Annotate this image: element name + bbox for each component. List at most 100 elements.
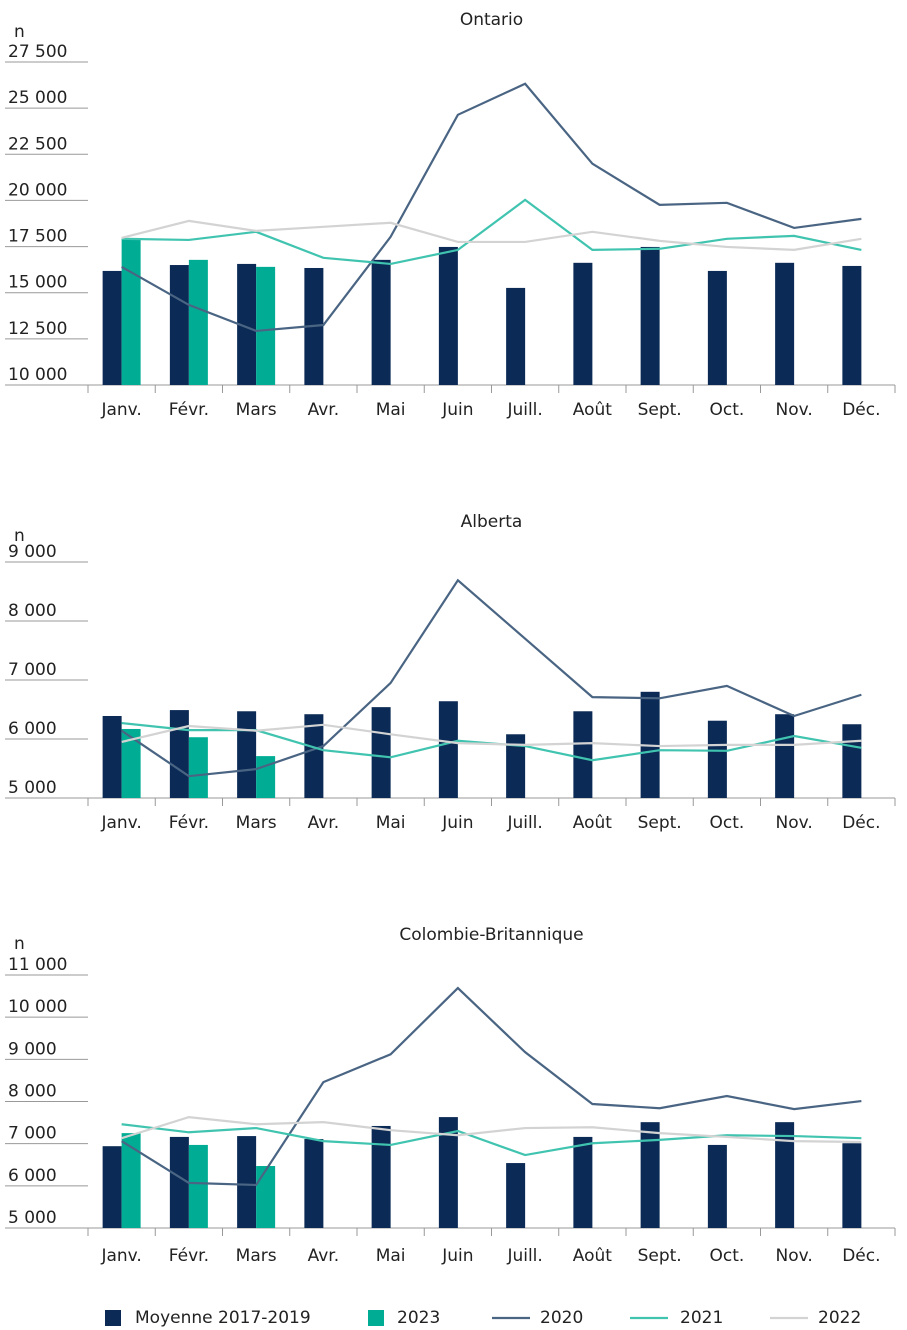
bar	[842, 724, 862, 798]
line-series	[121, 986, 862, 1187]
bar	[438, 246, 458, 385]
bar	[256, 1166, 276, 1228]
y-tick-label: 6 000	[8, 719, 57, 739]
y-tick-label: 9 000	[8, 1039, 57, 1059]
line-series	[121, 198, 862, 266]
y-axis-label: n	[14, 22, 25, 42]
y-axis-label: n	[14, 526, 25, 546]
bar	[438, 1117, 458, 1228]
x-tick-label: Sept.	[638, 400, 682, 420]
x-tick-label: Sept.	[638, 1246, 682, 1266]
x-tick-label: Août	[573, 400, 613, 420]
bar	[640, 246, 660, 385]
x-tick-label: Mars	[236, 1246, 277, 1266]
bar	[256, 756, 276, 798]
bar	[573, 262, 593, 385]
y-tick-label: 8 000	[8, 1082, 57, 1102]
x-tick-label: Mai	[376, 1246, 406, 1266]
x-tick-label: Janv.	[100, 400, 141, 420]
legend-label: 2021	[680, 1308, 723, 1328]
x-tick-label: Juill.	[506, 400, 542, 420]
bar	[640, 1122, 660, 1228]
x-tick-label: Avr.	[308, 400, 340, 420]
bar	[102, 1146, 122, 1228]
bar	[438, 701, 458, 798]
y-axis-label: n	[14, 934, 25, 954]
bar	[121, 1133, 141, 1228]
x-tick-label: Oct.	[709, 1246, 744, 1266]
y-tick-label: 6 000	[8, 1166, 57, 1186]
x-tick-label: Juin	[441, 813, 473, 833]
y-tick-label: 27 500	[8, 42, 67, 62]
x-tick-label: Août	[573, 813, 613, 833]
bar	[506, 287, 526, 385]
bar	[169, 1136, 189, 1228]
bar	[121, 728, 141, 798]
bar	[304, 1139, 324, 1228]
bar	[304, 714, 324, 798]
bar	[169, 265, 189, 385]
y-tick-label: 8 000	[8, 601, 57, 621]
y-tick-label: 10 000	[8, 365, 67, 385]
bar	[188, 1144, 208, 1228]
legend-label: 2022	[818, 1308, 861, 1328]
x-tick-label: Juill.	[506, 1246, 542, 1266]
bar	[188, 259, 208, 385]
bar	[237, 1136, 257, 1228]
chart-title: Ontario	[460, 10, 523, 30]
x-tick-label: Mai	[376, 400, 406, 420]
x-tick-label: Oct.	[709, 813, 744, 833]
x-tick-label: Sept.	[638, 813, 682, 833]
line-series	[121, 578, 862, 778]
x-tick-label: Févr.	[169, 813, 209, 833]
line-series	[121, 219, 862, 251]
x-tick-label: Mars	[236, 400, 277, 420]
bar	[237, 711, 257, 798]
bar	[506, 1163, 526, 1228]
chart-title: Alberta	[461, 512, 523, 532]
x-tick-label: Janv.	[100, 813, 141, 833]
x-tick-label: Févr.	[169, 1246, 209, 1266]
bar	[506, 734, 526, 798]
x-tick-label: Juin	[441, 400, 473, 420]
line-series	[121, 1115, 862, 1144]
x-tick-label: Oct.	[709, 400, 744, 420]
y-tick-label: 17 500	[8, 227, 67, 247]
bar	[371, 707, 391, 798]
y-tick-label: 7 000	[8, 660, 57, 680]
legend-swatch	[368, 1310, 384, 1326]
bar	[707, 1144, 727, 1228]
x-tick-label: Déc.	[842, 813, 880, 833]
x-tick-label: Mai	[376, 813, 406, 833]
legend-label: 2020	[540, 1308, 583, 1328]
y-tick-label: 9 000	[8, 542, 57, 562]
x-tick-label: Avr.	[308, 1246, 340, 1266]
legend-swatch	[105, 1310, 121, 1326]
x-tick-label: Févr.	[169, 400, 209, 420]
legend-label: Moyenne 2017-2019	[135, 1308, 311, 1328]
x-tick-label: Déc.	[842, 1246, 880, 1266]
bar	[121, 238, 141, 385]
bar	[256, 266, 276, 385]
x-tick-label: Nov.	[775, 1246, 812, 1266]
y-tick-label: 22 500	[8, 134, 67, 154]
x-tick-label: Août	[573, 1246, 613, 1266]
legend-label: 2023	[397, 1308, 440, 1328]
x-tick-label: Nov.	[775, 400, 812, 420]
bar	[102, 270, 122, 385]
line-series	[121, 82, 862, 333]
x-tick-label: Juin	[441, 1246, 473, 1266]
bar	[237, 263, 257, 385]
y-tick-label: 11 000	[8, 955, 67, 975]
chart-title: Colombie-Britannique	[399, 925, 583, 945]
y-tick-label: 25 000	[8, 88, 67, 108]
bar	[573, 711, 593, 798]
x-tick-label: Janv.	[100, 1246, 141, 1266]
y-tick-label: 20 000	[8, 180, 67, 200]
y-tick-label: 15 000	[8, 273, 67, 293]
bar	[573, 1136, 593, 1228]
line-series	[121, 1123, 862, 1157]
bar	[842, 265, 862, 385]
